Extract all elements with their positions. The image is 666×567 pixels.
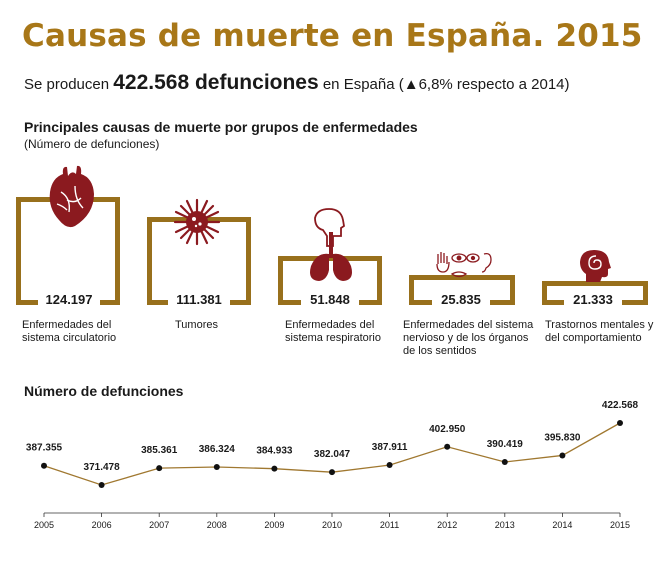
- label-respiratory: Enfermedades del sistema respiratorio: [285, 319, 381, 344]
- x-tick-label: 2015: [610, 520, 630, 530]
- bracket-respiratory: [278, 256, 382, 305]
- data-point: [98, 482, 105, 488]
- tumor-cell-icon: [173, 198, 221, 246]
- label-circulatory: Enfermedades del sistema circulatorio: [22, 319, 117, 344]
- x-tick-label: 2006: [92, 520, 112, 530]
- data-point: [444, 443, 451, 450]
- data-label: 384.933: [256, 446, 293, 457]
- value-tumors: 111.381: [168, 292, 230, 307]
- x-tick-label: 2014: [552, 520, 572, 530]
- data-label: 402.950: [429, 424, 466, 435]
- page-title: Causas de muerte en España. 2015: [22, 18, 643, 54]
- data-point: [156, 465, 163, 472]
- x-tick-label: 2005: [34, 520, 54, 530]
- label-mental: Trastornos mentales y del comportamiento: [545, 319, 654, 344]
- data-label: 387.911: [372, 442, 408, 453]
- x-tick-label: 2010: [322, 520, 342, 530]
- summary-prefix: Se producen: [24, 76, 114, 93]
- section-title: Principales causas de muerte por grupos …: [24, 119, 418, 135]
- data-point: [213, 463, 220, 470]
- x-tick-label: 2009: [264, 520, 284, 530]
- x-tick-label: 2012: [437, 520, 457, 530]
- x-tick-label: 2008: [207, 520, 227, 530]
- data-label: 385.361: [141, 445, 178, 456]
- chart-title: Número de defunciones: [24, 383, 184, 399]
- x-tick-label: 2011: [380, 520, 399, 530]
- data-point: [271, 465, 278, 472]
- value-nervous: 25.835: [432, 292, 490, 307]
- bracket-mental: [542, 281, 648, 305]
- head-spiral-icon: [580, 250, 611, 282]
- summary-line: Se producen 422.568 defunciones en Españ…: [24, 71, 570, 95]
- data-label: 371.478: [84, 462, 121, 473]
- heart-icon: [49, 165, 94, 228]
- value-respiratory: 51.848: [301, 292, 359, 307]
- bracket-nervous: [409, 275, 515, 305]
- x-tick-label: 2007: [149, 520, 169, 530]
- data-point: [559, 452, 566, 459]
- data-point: [501, 459, 508, 466]
- summary-suffix: en España (▲6,8% respecto a 2014): [318, 76, 570, 93]
- data-label: 387.355: [26, 443, 63, 454]
- lungs-icon: [310, 208, 352, 281]
- data-point: [329, 469, 335, 476]
- data-label: 386.324: [199, 444, 236, 455]
- x-tick-label: 2013: [495, 520, 515, 530]
- data-label: 390.419: [487, 439, 524, 450]
- section-subtitle: (Número de defunciones): [24, 137, 160, 151]
- data-label: 422.568: [602, 400, 639, 411]
- label-tumors: Tumores: [175, 319, 218, 331]
- data-label: 395.830: [544, 432, 581, 443]
- value-mental: 21.333: [564, 292, 622, 307]
- data-point: [617, 420, 623, 426]
- data-point: [386, 462, 393, 469]
- value-circulatory: 124.197: [38, 292, 100, 307]
- total-deaths: 422.568 defunciones: [113, 71, 319, 94]
- data-label: 382.047: [314, 449, 351, 460]
- line-chart: 387.355 2005 371.478 2006 385.361 2007 386.324…: [26, 400, 639, 530]
- label-nervous: Enfermedades del sistema nervioso y de l…: [403, 319, 534, 357]
- senses-icons: [436, 252, 492, 278]
- data-point: [41, 462, 47, 469]
